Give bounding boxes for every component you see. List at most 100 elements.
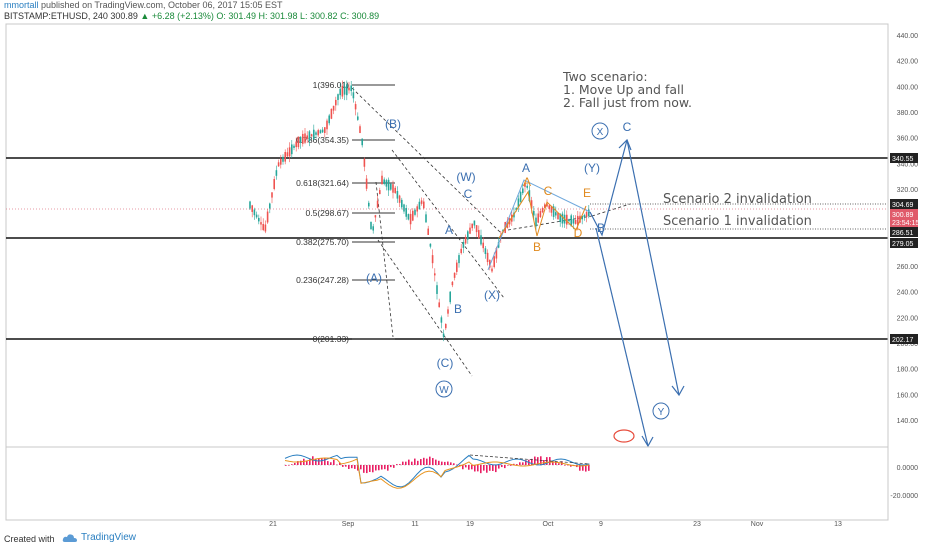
fib-level-label: 0.5(298.67) xyxy=(306,208,350,218)
macd-histogram-bar xyxy=(483,465,485,471)
trend-line xyxy=(377,239,473,377)
macd-histogram-bar xyxy=(426,458,428,465)
candle-body xyxy=(456,262,458,272)
candle-body xyxy=(275,170,278,176)
candle-body xyxy=(557,212,559,220)
price-tick-label: 240.00 xyxy=(897,290,919,297)
arrow-head-icon xyxy=(671,385,685,397)
candle-body xyxy=(394,187,396,193)
wave-label: (B) xyxy=(385,117,401,131)
trend-lines xyxy=(351,87,631,377)
candle-body xyxy=(365,178,368,189)
price-tick-label: 420.00 xyxy=(897,59,919,66)
candle-body xyxy=(541,207,544,213)
candle-body xyxy=(390,183,392,190)
note-line-3: 2. Fall just from now. xyxy=(563,95,692,110)
symbol-name: BITSTAMP:ETHUSD, 240 xyxy=(4,11,108,21)
macd-histogram-bar xyxy=(342,465,344,467)
macd-histogram-bar xyxy=(333,459,335,465)
macd-histogram-bar xyxy=(297,461,299,465)
candle-body xyxy=(530,200,533,209)
macd-histogram-bar xyxy=(486,465,488,473)
macd-histogram-bar xyxy=(429,456,431,465)
candle-body xyxy=(568,219,570,222)
macd-histogram-bar xyxy=(438,460,440,465)
price-tick-label: 140.00 xyxy=(897,418,919,425)
candle-body xyxy=(436,285,438,294)
price-axis[interactable]: 140.00 160.00 180.00 200.00 220.00 240.00 260.… xyxy=(887,24,919,520)
tradingview-brand[interactable]: TradingView xyxy=(62,532,136,543)
macd-histogram-bar xyxy=(330,462,332,465)
macd-histogram-bar xyxy=(501,465,503,468)
macd-histogram-bar xyxy=(411,461,413,465)
macd-tick-label: -20.0000 xyxy=(890,493,918,500)
wave-label: B xyxy=(454,302,462,316)
macd-histogram-bar xyxy=(453,463,455,465)
macd-histogram-bar xyxy=(450,462,452,465)
wave-circle-marker xyxy=(591,122,609,140)
candle-body xyxy=(425,214,427,223)
wave-label: A xyxy=(523,175,531,189)
candle-body xyxy=(495,248,498,259)
candle-body xyxy=(308,131,311,142)
candle-body xyxy=(271,192,273,198)
candle-body xyxy=(471,223,473,229)
candle-body xyxy=(447,309,449,314)
macd-histogram-bar xyxy=(534,456,536,465)
candle-body xyxy=(332,105,335,111)
candle-body xyxy=(486,252,489,263)
time-tick-label: 13 xyxy=(834,521,842,528)
candle-body xyxy=(539,211,542,218)
candle-body xyxy=(273,179,275,189)
created-with-text: Created with xyxy=(4,534,55,544)
macd-histogram-bar xyxy=(345,465,347,467)
macd-histogram-bar xyxy=(306,460,308,465)
macd-histogram-bar xyxy=(522,462,524,465)
trend-line xyxy=(591,203,631,217)
candle-body xyxy=(357,116,359,120)
time-tick-label: 21 xyxy=(269,521,277,528)
candle-body xyxy=(291,144,293,155)
candle-body xyxy=(255,214,258,218)
wave-label: B xyxy=(597,221,605,235)
fib-level-label: 0.236(247.28) xyxy=(296,275,349,285)
candle-body xyxy=(258,217,260,222)
macd-histogram-bar xyxy=(393,465,395,468)
candle-body xyxy=(445,323,447,329)
macd-histogram-bar xyxy=(387,465,389,471)
macd-histogram-bar xyxy=(366,465,368,474)
candle-body xyxy=(407,214,410,220)
price-chart[interactable]: 1(396.01) 0.786(354.35) 0.618(321.64) 0.5(2… xyxy=(0,0,932,532)
candle-body xyxy=(482,242,484,249)
candle-body xyxy=(330,108,333,119)
candle-body xyxy=(310,134,313,137)
macd-histogram-bar xyxy=(585,465,587,472)
open-value: O: 301.49 xyxy=(216,11,256,21)
candle-body xyxy=(412,210,414,221)
author-link[interactable]: mmortall xyxy=(4,0,39,10)
candle-body xyxy=(335,99,337,106)
time-axis[interactable]: 21 Sep 11 19 Oct 9 23 Nov 13 xyxy=(6,519,888,528)
macd-histogram-bar xyxy=(516,464,518,465)
candle-body xyxy=(251,205,253,212)
candle-body xyxy=(528,190,531,202)
candle-body xyxy=(350,85,352,92)
publish-info: published on TradingView.com, October 06… xyxy=(41,0,283,10)
fib-level-label: 0.382(275.70) xyxy=(296,237,349,247)
macd-tick-label: 0.0000 xyxy=(897,465,919,472)
macd-histogram-bar xyxy=(285,465,287,466)
macd-histogram-bar xyxy=(402,461,404,465)
note-line-2: 1. Move Up and fall xyxy=(563,82,684,97)
candle-body xyxy=(315,132,317,135)
time-tick-label: 23 xyxy=(693,521,701,528)
candle-body xyxy=(269,203,271,209)
candle-body xyxy=(348,87,350,91)
note-line-1: Two scenario: xyxy=(562,69,648,84)
high-value: H: 301.98 xyxy=(258,11,298,21)
candle-body xyxy=(546,203,548,207)
macd-histogram-bar xyxy=(360,465,362,470)
wave-label: C xyxy=(623,120,632,134)
tradingview-cloud-icon xyxy=(62,533,77,542)
candle-body xyxy=(552,206,555,217)
wave-label: (X) xyxy=(484,288,500,302)
